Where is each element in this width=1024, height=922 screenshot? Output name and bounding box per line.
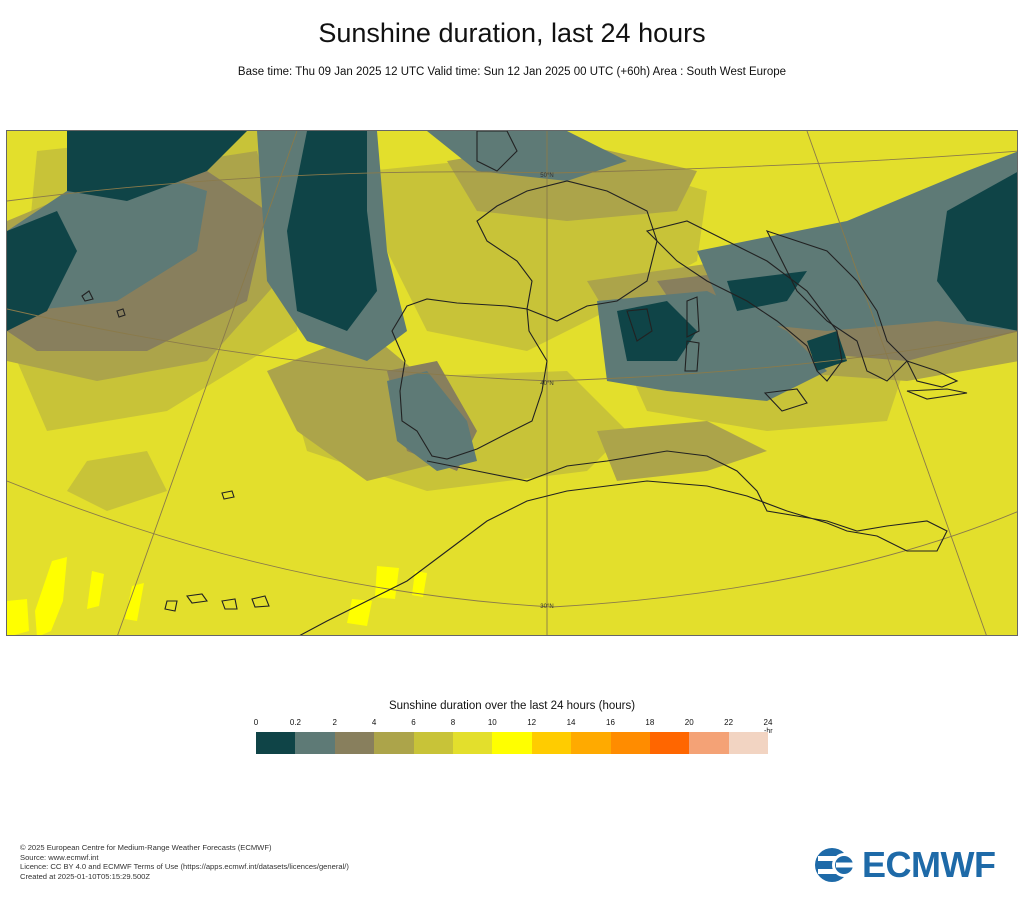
lat-label-50: 50°N [540, 173, 553, 179]
chart-title: Sunshine duration, last 24 hours [318, 18, 706, 48]
legend-unit: -hr [764, 728, 773, 735]
chart-subtitle: Base time: Thu 09 Jan 2025 12 UTC Valid … [237, 66, 787, 78]
legend-tick-label: 4 [371, 718, 377, 727]
legend-tick-label: 18 [645, 718, 655, 727]
copyright-line: © 2025 European Centre for Medium-Range … [20, 843, 272, 852]
sunshine-map: 50°N 40°N 30°N [7, 131, 1017, 635]
legend-tick-label: 22 [724, 718, 734, 727]
legend-swatch [413, 732, 453, 754]
licence-line: Licence: CC BY 4.0 and ECMWF Terms of Us… [20, 862, 349, 872]
legend-tick-label: 12 [527, 718, 537, 727]
ecmwf-logo[interactable]: ECMWF [814, 844, 1006, 885]
legend-tick-label: 20 [684, 718, 694, 727]
lat-label-30: 30°N [540, 604, 553, 610]
legend-tick-label: 16 [606, 718, 615, 727]
legend-swatch [374, 732, 414, 754]
graticule-lines [7, 131, 1017, 635]
source-line: Source: www.ecmwf.int [20, 852, 99, 862]
legend-tick-label: 14 [566, 718, 576, 727]
legend-swatch [649, 732, 690, 754]
legend-ticks: 0 0.2 2 4 6 8 10 12 14 16 18 20 22 24 [253, 718, 786, 732]
legend-tick-label: 0.2 [289, 718, 301, 727]
created-line: Created at 2025-01-10T05:15:29.500Z [20, 871, 151, 881]
legend-swatch [492, 732, 532, 754]
legend-swatch [689, 732, 729, 754]
legend-swatch [452, 732, 493, 754]
lat-label-40: 40°N [540, 381, 553, 387]
logo-text: ECMWF [862, 844, 996, 885]
legend-swatch [610, 732, 650, 754]
legend-tick-label: 8 [450, 718, 456, 727]
ecmwf-logo-icon [815, 848, 860, 882]
legend-swatch [571, 732, 611, 754]
legend-swatch [728, 732, 769, 754]
legend-tick-label: 0 [253, 718, 259, 727]
coastlines [81, 131, 968, 635]
map-panel[interactable]: 50°N 40°N 30°N [6, 130, 1018, 636]
legend-swatch [334, 732, 375, 754]
footer-credits: © 2025 European Centre for Medium-Range … [20, 843, 349, 881]
legend-swatch [531, 732, 572, 754]
legend-title: Sunshine duration over the last 24 hours… [388, 700, 636, 712]
legend-tick-label: 10 [487, 718, 497, 727]
legend-tick-label: 6 [411, 718, 416, 727]
legend-tick-label: 24 [763, 718, 773, 727]
legend-swatch [256, 732, 296, 754]
legend-tick-label: 2 [332, 718, 337, 727]
bright-sunshine-areas [7, 557, 427, 635]
legend-colorbar [256, 732, 769, 754]
legend-swatch [295, 732, 335, 754]
